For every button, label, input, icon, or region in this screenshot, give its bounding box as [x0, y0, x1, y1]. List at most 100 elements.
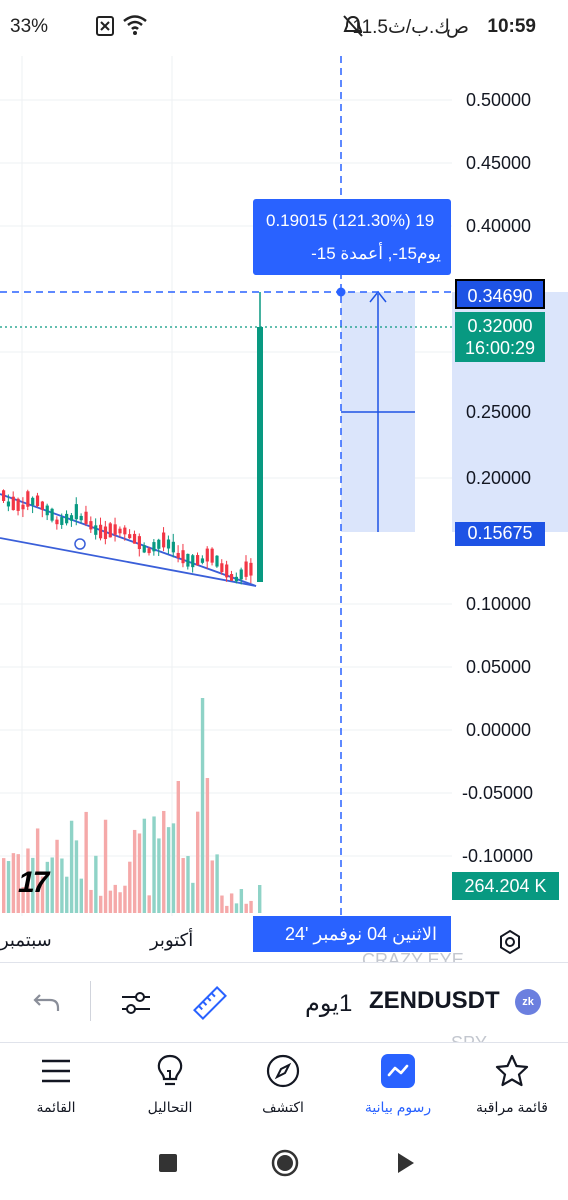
volume-bar — [137, 833, 142, 913]
volume-bar — [103, 819, 108, 913]
back-icon[interactable] — [390, 1148, 420, 1178]
candle-body — [132, 533, 137, 544]
candles — [2, 489, 253, 585]
candle-body — [31, 497, 35, 506]
volume-bar — [60, 858, 64, 913]
volume-bar — [191, 882, 195, 913]
nav-charts[interactable]: رسوم بيانية — [346, 1043, 450, 1127]
nav-menu[interactable]: القائمة — [4, 1043, 108, 1127]
candle-body — [239, 569, 243, 580]
y-axis-label: 0.05000 — [466, 657, 532, 677]
volume-bar — [152, 816, 156, 913]
volume-bar — [2, 858, 6, 913]
ruler-icon[interactable] — [192, 985, 228, 1021]
candle-body — [229, 574, 234, 581]
y-axis-label: 0.10000 — [466, 594, 532, 614]
volume-bar — [21, 887, 25, 913]
candle-body — [196, 555, 200, 566]
candle-body — [21, 504, 25, 510]
lightbulb-icon — [157, 1054, 183, 1086]
chart-area[interactable]: 0.50000 0.45000 0.40000 0.25000 0.20000 … — [0, 56, 568, 970]
wifi-icon — [123, 15, 147, 35]
candle-body — [79, 515, 83, 521]
candle-body — [40, 501, 44, 510]
candle-body — [249, 562, 253, 576]
nav-watchlist[interactable]: قائمة مراقبة — [460, 1043, 564, 1127]
range-low-price-tag: 0.15675 — [455, 522, 545, 546]
recent-apps-icon[interactable] — [153, 1148, 183, 1178]
price-chart[interactable] — [0, 56, 568, 962]
volume-bar — [258, 885, 262, 913]
volume-bar — [205, 778, 210, 913]
symbol-logo: zk — [515, 989, 541, 1015]
bell-off-icon — [343, 15, 363, 37]
y-axis-label: -0.05000 — [462, 783, 534, 803]
volume-bar — [162, 810, 166, 913]
volume-bar — [171, 823, 176, 913]
candle-body — [234, 576, 238, 582]
volume-bar — [200, 698, 205, 913]
candle-body — [113, 524, 117, 535]
candle-body — [215, 555, 219, 567]
volume-bar — [225, 905, 229, 913]
undo-icon[interactable] — [32, 987, 62, 1017]
nav-label: اكتشف — [262, 1099, 304, 1115]
candle-body — [220, 563, 224, 573]
last-price-tag: 0.32000 16:00:29 — [455, 312, 545, 362]
measure-bars: يوم15-, أعمدة 15- — [311, 244, 441, 263]
breakout-candle-body — [257, 327, 263, 582]
y-axis-label: 0.45000 — [466, 153, 532, 173]
chart-icon — [381, 1054, 415, 1088]
crosshair-dot — [336, 287, 346, 297]
candle-body — [103, 526, 108, 540]
no-sim-icon — [96, 16, 114, 36]
compass-icon — [266, 1054, 300, 1088]
interval-selector[interactable]: 1يوم — [305, 990, 353, 1017]
symbol-selector[interactable]: ZENDUSDT — [369, 987, 500, 1014]
candle-body — [205, 548, 209, 562]
nav-label: القائمة — [36, 1099, 76, 1115]
chart-toolbar: 1يوم ZENDUSDT zk SPY — [0, 962, 568, 1053]
chart-settings-icon[interactable] — [496, 928, 524, 956]
bar-countdown: 16:00:29 — [464, 338, 536, 358]
volume-bar — [244, 903, 248, 913]
candle-body — [50, 508, 54, 521]
candle-body — [55, 519, 59, 525]
volume-bar — [79, 878, 83, 913]
toolbar-divider — [90, 981, 91, 1021]
candle-body — [108, 523, 112, 538]
volume-bar — [181, 858, 185, 913]
tradingview-logo[interactable]: 17 — [18, 866, 49, 899]
crosshair-date-tag: الاثنين 04 نوفمبر '24 — [253, 916, 451, 952]
volume-bar — [31, 857, 35, 913]
volume-bar — [147, 895, 151, 913]
candle-body — [186, 553, 190, 567]
nav-ideas[interactable]: التحاليل — [118, 1043, 222, 1127]
nav-label: رسوم بيانية — [364, 1099, 432, 1115]
candle-body — [89, 521, 93, 530]
x-axis-label: أكتوبر — [150, 930, 194, 950]
volume-bar — [234, 903, 239, 913]
candle-body — [171, 541, 175, 553]
trendline-lower — [0, 537, 257, 587]
candle-body — [35, 495, 40, 507]
y-axis-label: 0.50000 — [466, 90, 532, 110]
volume-bar — [99, 895, 103, 913]
candle-body — [200, 558, 205, 563]
home-icon[interactable] — [270, 1148, 300, 1178]
battery-icon: 33% — [10, 16, 49, 37]
volume-bar — [128, 861, 132, 913]
candle-body — [181, 550, 185, 564]
volume-bar — [142, 818, 147, 913]
candle-body — [137, 536, 141, 550]
candle-body — [128, 534, 132, 539]
sliders-icon[interactable] — [118, 985, 154, 1021]
volume-bar — [6, 861, 11, 913]
volume-bar — [69, 820, 74, 913]
volume-bar — [40, 876, 45, 913]
x-axis-label: سبتمبر — [0, 930, 52, 950]
candle-body — [147, 548, 151, 554]
status-ampm: ص — [446, 17, 469, 38]
nav-explore[interactable]: اكتشف — [231, 1043, 335, 1127]
status-time: 10:59 — [487, 16, 536, 37]
